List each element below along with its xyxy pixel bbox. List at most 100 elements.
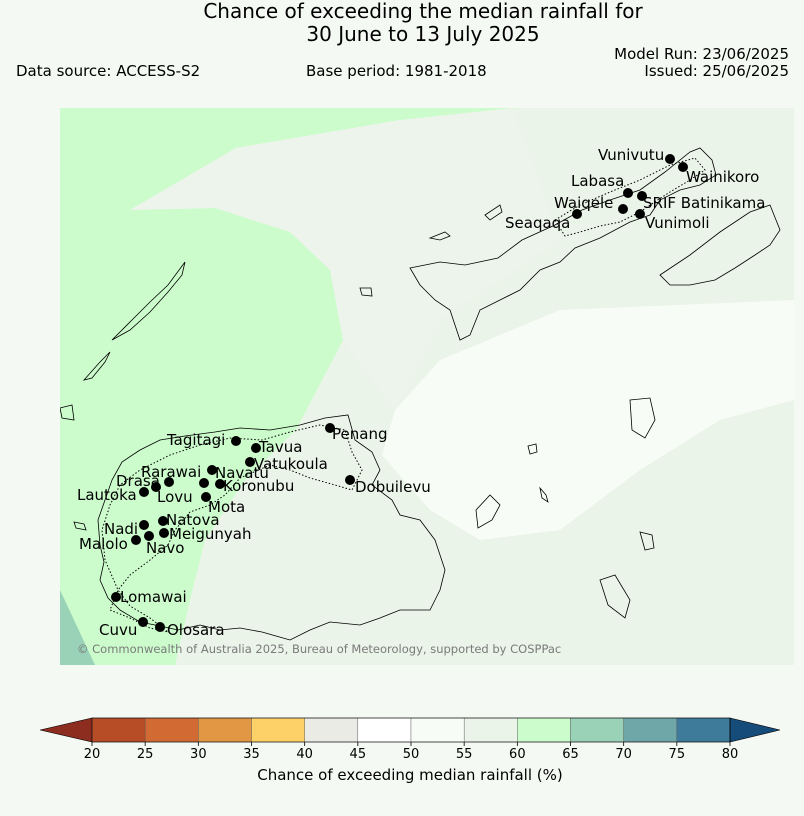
title-line-1: Chance of exceeding the median rainfall … [203,0,643,23]
station-label: Drasa [116,472,160,490]
probability-shading [60,108,794,665]
colorbar-swatch [251,717,305,743]
colorbar-max-arrow [729,717,781,743]
district-boundaries [101,157,706,633]
copyright-notice: © Commonwealth of Australia 2025, Bureau… [77,642,561,656]
model-run: Model Run: 23/06/2025 [614,45,789,63]
colorbar-tick-label: 45 [350,747,367,762]
station-label: Dobuilevu [355,478,431,496]
station-label: Vunivutu [598,146,664,164]
station-label: Olosara [167,621,225,639]
taveuni-coast [659,204,781,286]
station-dot [201,492,211,502]
colorbar-tick-label: 55 [456,747,473,762]
station-dot [151,482,161,492]
station-dot [231,436,241,446]
station-dot [623,188,633,198]
station-label: Wainikoro [686,168,759,186]
station-dot [665,154,675,164]
vanua-levu-coast [409,147,717,341]
colorbar-tick-label: 40 [296,747,313,762]
colorbar-tick-label: 65 [562,747,579,762]
station-dot [138,617,148,627]
station-dot [131,535,141,545]
title-line-2: 30 June to 13 July 2025 [306,22,540,46]
station-label: Lovu [157,488,193,506]
data-source: Data source: ACCESS-S2 [16,62,201,80]
colorbar-label: Chance of exceeding median rainfall (%) [257,766,563,784]
station-label: Natova [166,511,220,529]
colorbar-tick-label: 25 [137,747,154,762]
station-label: Navatu [215,464,269,482]
colorbar-min-arrow [39,717,93,743]
station-dot [207,465,217,475]
colorbar-tick-label: 60 [509,747,526,762]
station-dot [245,457,255,467]
station-dot [637,191,647,201]
station-label: Malolo [79,535,128,553]
station-dot [572,209,582,219]
colorbar-tick-label: 80 [722,747,739,762]
colorbar-swatch [410,717,465,743]
colorbar-swatch [570,717,624,743]
base-period: Base period: 1981-2018 [306,62,487,80]
station-label: Vunimoli [645,214,710,232]
station-label: Mota [208,498,245,516]
colorbar-swatch [623,717,678,743]
station-label: Vatukoula [254,455,328,473]
station-label: Cuvu [99,621,137,639]
colorbar-swatch [304,717,359,743]
station-label: Koronubu [223,477,294,495]
station-dot [164,477,174,487]
station-label: Penang [332,425,387,443]
colorbar-swatch [144,717,199,743]
issued-date: Issued: 25/06/2025 [644,62,789,80]
station-dot [251,443,261,453]
chart-title: Chance of exceeding the median rainfall … [0,0,804,46]
station-labels: Vunivutu Wainikoro Labasa Waiqele SRIF B… [77,146,765,639]
colorbar-swatch [517,717,571,743]
station-label: Rarawai [141,463,201,481]
station-dot [635,209,645,219]
station-label: Meigunyah [169,525,251,543]
station-label: Navo [146,539,184,557]
colorbar-swatch [198,717,252,743]
coastlines [60,147,781,641]
station-dot [678,162,688,172]
colorbar-tick-label: 35 [243,747,260,762]
station-label: Labasa [571,172,624,190]
station-label: Tavua [258,438,302,456]
station-dot [159,528,169,538]
colorbar-swatch [357,717,412,743]
station-dot [139,487,149,497]
colorbar-tick-label: 30 [190,747,207,762]
station-dot [199,478,209,488]
station-dot [144,531,154,541]
colorbar-swatch [676,717,731,743]
station-dot [618,204,628,214]
station-label: Nadi [104,520,138,538]
colorbar-tick-label: 70 [615,747,632,762]
station-dot [325,423,335,433]
station-label: SRIF Batinikama [643,194,765,212]
colorbar-tick-label: 50 [403,747,420,762]
station-dot [345,475,355,485]
colorbar-tick-label: 75 [669,747,686,762]
colorbar-swatch [91,717,146,743]
station-dot [139,520,149,530]
model-run-info: Model Run: 23/06/2025 Issued: 25/06/2025 [614,46,789,80]
station-dot [155,622,165,632]
station-markers [111,154,688,632]
station-label: Lautoka [77,486,137,504]
station-dot [111,592,121,602]
station-dot [215,479,225,489]
colorbar: 20 25 30 35 40 45 50 55 60 65 70 75 80 [39,717,781,762]
station-label: Tagitagi [166,431,225,449]
station-label: Lomawai [120,588,187,606]
colorbar-tick-label: 20 [84,747,101,762]
colorbar-swatch [463,717,518,743]
station-dot [158,516,168,526]
station-label: Seaqaqa [505,214,570,232]
viti-levu-coast [97,414,446,641]
